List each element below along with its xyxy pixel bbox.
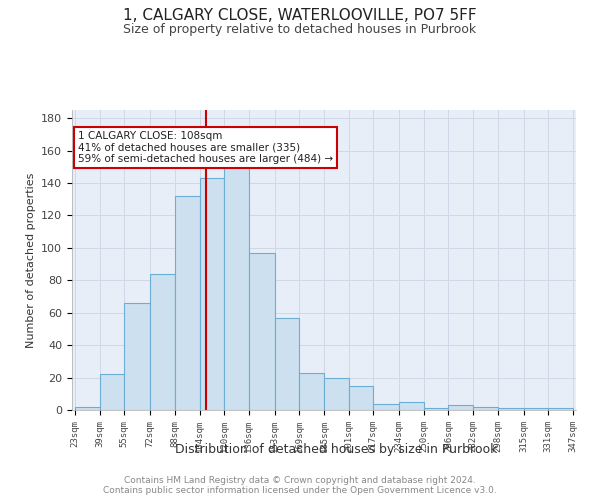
Bar [497, 408, 524, 410]
Y-axis label: Number of detached properties: Number of detached properties [26, 172, 35, 348]
Bar [448, 405, 473, 410]
Bar [424, 408, 448, 410]
Bar [151, 274, 175, 410]
Bar [275, 318, 299, 410]
Bar [124, 303, 151, 410]
Bar [399, 402, 424, 410]
Bar [373, 404, 399, 410]
Bar [224, 167, 249, 410]
Bar [200, 178, 224, 410]
Bar [473, 407, 497, 410]
Bar [299, 372, 324, 410]
Bar [75, 407, 100, 410]
Bar [175, 196, 200, 410]
Bar [100, 374, 124, 410]
Bar [349, 386, 373, 410]
Text: 1 CALGARY CLOSE: 108sqm
41% of detached houses are smaller (335)
59% of semi-det: 1 CALGARY CLOSE: 108sqm 41% of detached … [78, 131, 333, 164]
Text: Distribution of detached houses by size in Purbrook: Distribution of detached houses by size … [175, 442, 497, 456]
Bar [548, 408, 573, 410]
Bar [249, 252, 275, 410]
Bar [324, 378, 349, 410]
Bar [524, 408, 548, 410]
Text: Contains HM Land Registry data © Crown copyright and database right 2024.: Contains HM Land Registry data © Crown c… [124, 476, 476, 485]
Text: Contains public sector information licensed under the Open Government Licence v3: Contains public sector information licen… [103, 486, 497, 495]
Text: Size of property relative to detached houses in Purbrook: Size of property relative to detached ho… [124, 22, 476, 36]
Text: 1, CALGARY CLOSE, WATERLOOVILLE, PO7 5FF: 1, CALGARY CLOSE, WATERLOOVILLE, PO7 5FF [123, 8, 477, 22]
